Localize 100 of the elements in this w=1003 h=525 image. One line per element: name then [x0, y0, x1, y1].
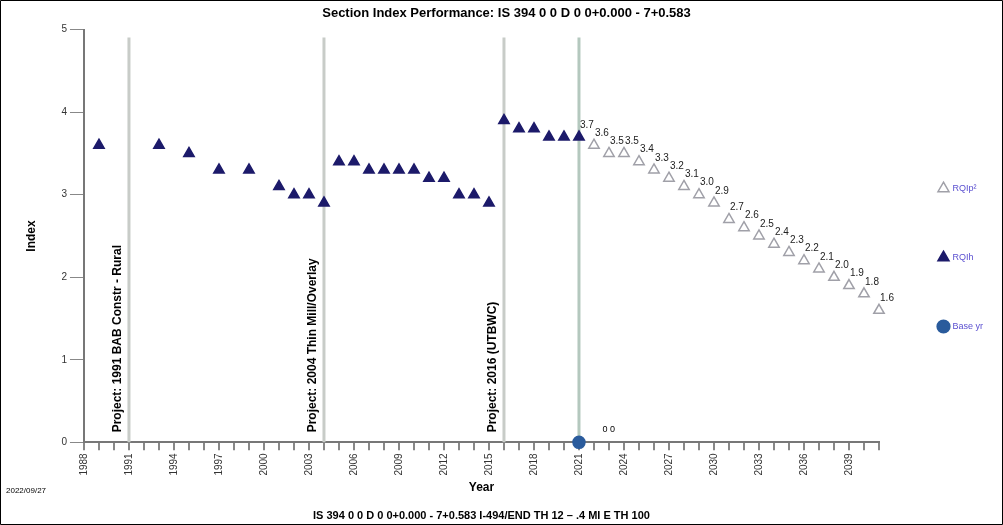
data-label: 2.2	[805, 242, 820, 254]
x-tick-label: 2012	[437, 452, 449, 476]
x-tick-label: 2015	[482, 452, 494, 476]
x-tick-label: 2021	[572, 452, 584, 476]
y-tick-label: 0	[61, 436, 68, 448]
point	[588, 138, 600, 149]
data-label: 2.9	[715, 184, 730, 196]
x-tick-label: 2039	[842, 452, 854, 476]
data-label: 2.3	[790, 234, 805, 246]
point	[513, 121, 525, 133]
data-label: 1.9	[850, 267, 865, 279]
point	[873, 303, 885, 315]
point	[288, 187, 300, 199]
data-label: 2.5	[760, 217, 775, 229]
x-tick-label: 2018	[527, 452, 539, 476]
point	[618, 146, 630, 158]
point	[423, 171, 435, 182]
point	[183, 146, 195, 158]
point	[468, 187, 480, 199]
point	[543, 130, 555, 141]
point	[378, 163, 390, 174]
data-label: 3.7	[580, 118, 595, 130]
point	[768, 237, 780, 248]
point	[438, 171, 450, 182]
point	[693, 187, 705, 199]
point	[483, 196, 495, 207]
x-tick-label: 2024	[617, 452, 629, 476]
data-label: 3.0	[700, 176, 715, 188]
data-label: 3.4	[640, 143, 655, 155]
point	[453, 187, 465, 199]
text: IS 394 0 0 D 0 0+0.000 - 7+0.583 I-494/END TH 12 – .4 MI E TH 100	[313, 508, 650, 521]
x-tick-label: 2036	[797, 452, 809, 476]
point	[783, 245, 795, 257]
point	[753, 229, 765, 240]
data-label: 1.6	[880, 292, 895, 304]
annotation: 0 0	[602, 424, 615, 435]
point	[798, 253, 810, 265]
data-label: 2.4	[775, 225, 790, 237]
point	[498, 113, 510, 125]
ref-line-label: Project: 2016 (UTBWC)	[485, 301, 500, 433]
legend-label: RQIh	[952, 251, 974, 262]
data-label: 2.0	[835, 259, 850, 270]
point	[858, 287, 870, 298]
text: 2022/09/27	[6, 486, 47, 496]
data-label: 3.5	[610, 135, 625, 147]
x-tick-label: 2000	[257, 452, 269, 476]
x-tick-label: 2027	[662, 452, 674, 476]
point	[363, 163, 375, 174]
y-tick-label: 2	[61, 271, 68, 282]
point	[408, 163, 420, 174]
point	[633, 154, 645, 166]
y-tick-label: 4	[61, 105, 68, 117]
y-tick-label: 1	[61, 353, 68, 365]
point	[213, 163, 225, 174]
point	[843, 278, 855, 290]
x-tick-label: 1991	[122, 452, 134, 476]
y-tick-label: 3	[61, 188, 68, 200]
point	[393, 163, 405, 174]
data-label: 2.1	[820, 250, 835, 262]
x-tick-label: 1997	[212, 452, 224, 476]
point	[723, 212, 735, 224]
data-label: 2.6	[745, 209, 760, 221]
data-label: 3.5	[625, 135, 640, 147]
point	[348, 154, 360, 166]
point	[153, 138, 165, 149]
point	[572, 435, 586, 450]
data-label: 3.1	[685, 168, 700, 180]
point	[738, 220, 750, 232]
chart-title: Section Index Performance: IS 394 0 0 D 0 0+0.000 - 7+0.583	[322, 5, 691, 21]
x-tick-label: 1988	[77, 452, 89, 476]
x-tick-label: 2003	[302, 452, 314, 476]
point	[93, 138, 105, 149]
legend-label: RQIp²	[952, 182, 977, 193]
legend-label: Base yr	[952, 320, 983, 331]
point	[828, 270, 840, 281]
ref-line-label: Project: 1991 BAB Constr - Rural	[110, 244, 125, 433]
x-tick-label: 2006	[347, 452, 359, 476]
point	[573, 130, 585, 141]
point	[243, 163, 255, 174]
x-tick-label: 2030	[707, 452, 719, 476]
data-label: 3.3	[655, 151, 670, 163]
y-tick-label: 5	[61, 23, 68, 35]
point	[813, 262, 825, 273]
data-label: 3.2	[670, 159, 685, 171]
point	[273, 179, 285, 191]
data-label: 3.6	[595, 126, 610, 138]
x-tick-label: 2009	[392, 452, 404, 476]
x-tick-label: 2033	[752, 452, 764, 476]
ref-line-label: Project: 2004 Thin Mill/Overlay	[305, 257, 320, 433]
data-label: 2.7	[730, 201, 745, 213]
point	[558, 130, 570, 141]
point	[708, 196, 720, 207]
point	[303, 187, 315, 199]
point	[603, 146, 615, 158]
y-axis-title: Index	[23, 219, 38, 252]
point	[318, 196, 330, 207]
point	[648, 163, 660, 174]
x-tick-label: 1994	[167, 452, 179, 476]
point	[678, 179, 690, 191]
point	[333, 154, 345, 166]
